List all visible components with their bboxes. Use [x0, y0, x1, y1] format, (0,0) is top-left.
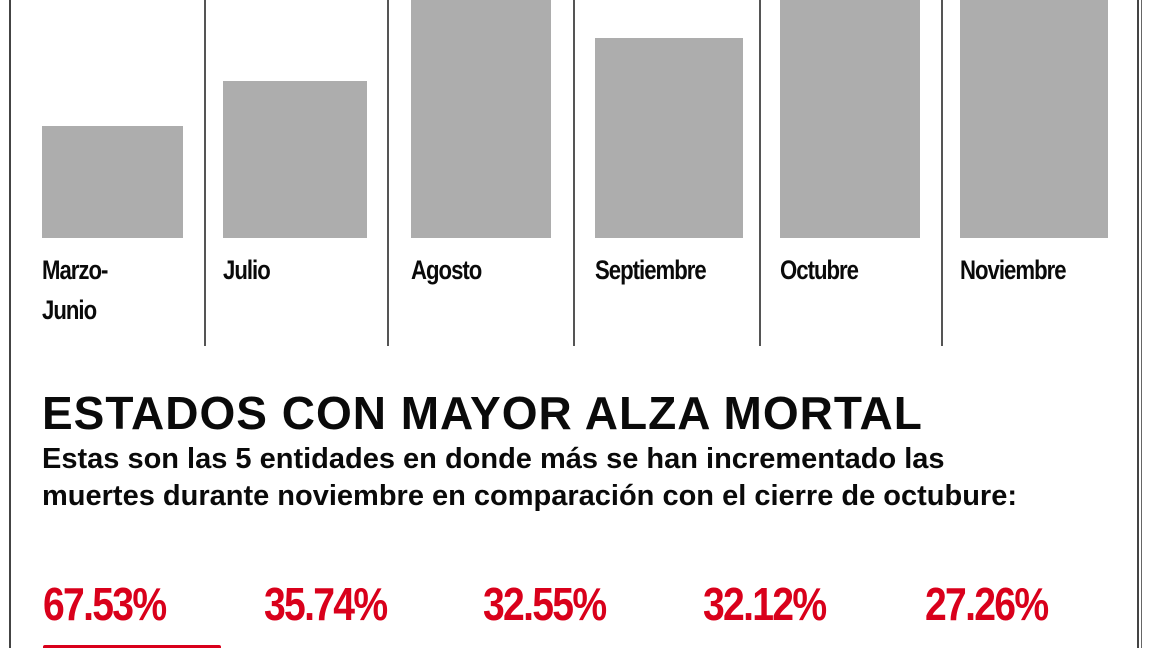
- column-divider: [941, 0, 943, 346]
- bar-label-julio: Julio: [223, 255, 271, 285]
- percentage-1: 67.53%: [43, 578, 167, 630]
- bar-septiembre: [595, 38, 743, 238]
- bar-octubre: [780, 0, 920, 238]
- percentage-5: 27.26%: [925, 578, 1049, 630]
- column-divider: [387, 0, 389, 346]
- bar-label-noviembre: Noviembre: [960, 255, 1067, 285]
- bar-label-agosto: Agosto: [411, 255, 482, 285]
- frame-left-border: [9, 0, 11, 648]
- section-title: ESTADOS CON MAYOR ALZA MORTAL: [42, 387, 923, 439]
- column-divider: [759, 0, 761, 346]
- bar-label-octubre: Octubre: [780, 255, 859, 285]
- percentage-2: 35.74%: [264, 578, 388, 630]
- bar-noviembre: [960, 0, 1108, 238]
- state-label-strip: [43, 645, 221, 648]
- bar-label-marzo-junio: Marzo- Junio: [42, 255, 108, 325]
- section-subtitle-line-2: muertes durante noviembre en comparación…: [42, 480, 1017, 512]
- bar-marzo-junio: [42, 126, 183, 238]
- frame-right-border-inner: [1141, 0, 1142, 648]
- percentage-4: 32.12%: [703, 578, 827, 630]
- bar-label-septiembre: Septiembre: [595, 255, 707, 285]
- percentage-3: 32.55%: [483, 578, 607, 630]
- bar-agosto: [411, 0, 551, 238]
- section-subtitle-line-1: Estas son las 5 entidades en donde más s…: [42, 443, 945, 475]
- column-divider: [204, 0, 206, 346]
- bar-julio: [223, 81, 367, 238]
- frame-right-border: [1137, 0, 1139, 648]
- column-divider: [573, 0, 575, 346]
